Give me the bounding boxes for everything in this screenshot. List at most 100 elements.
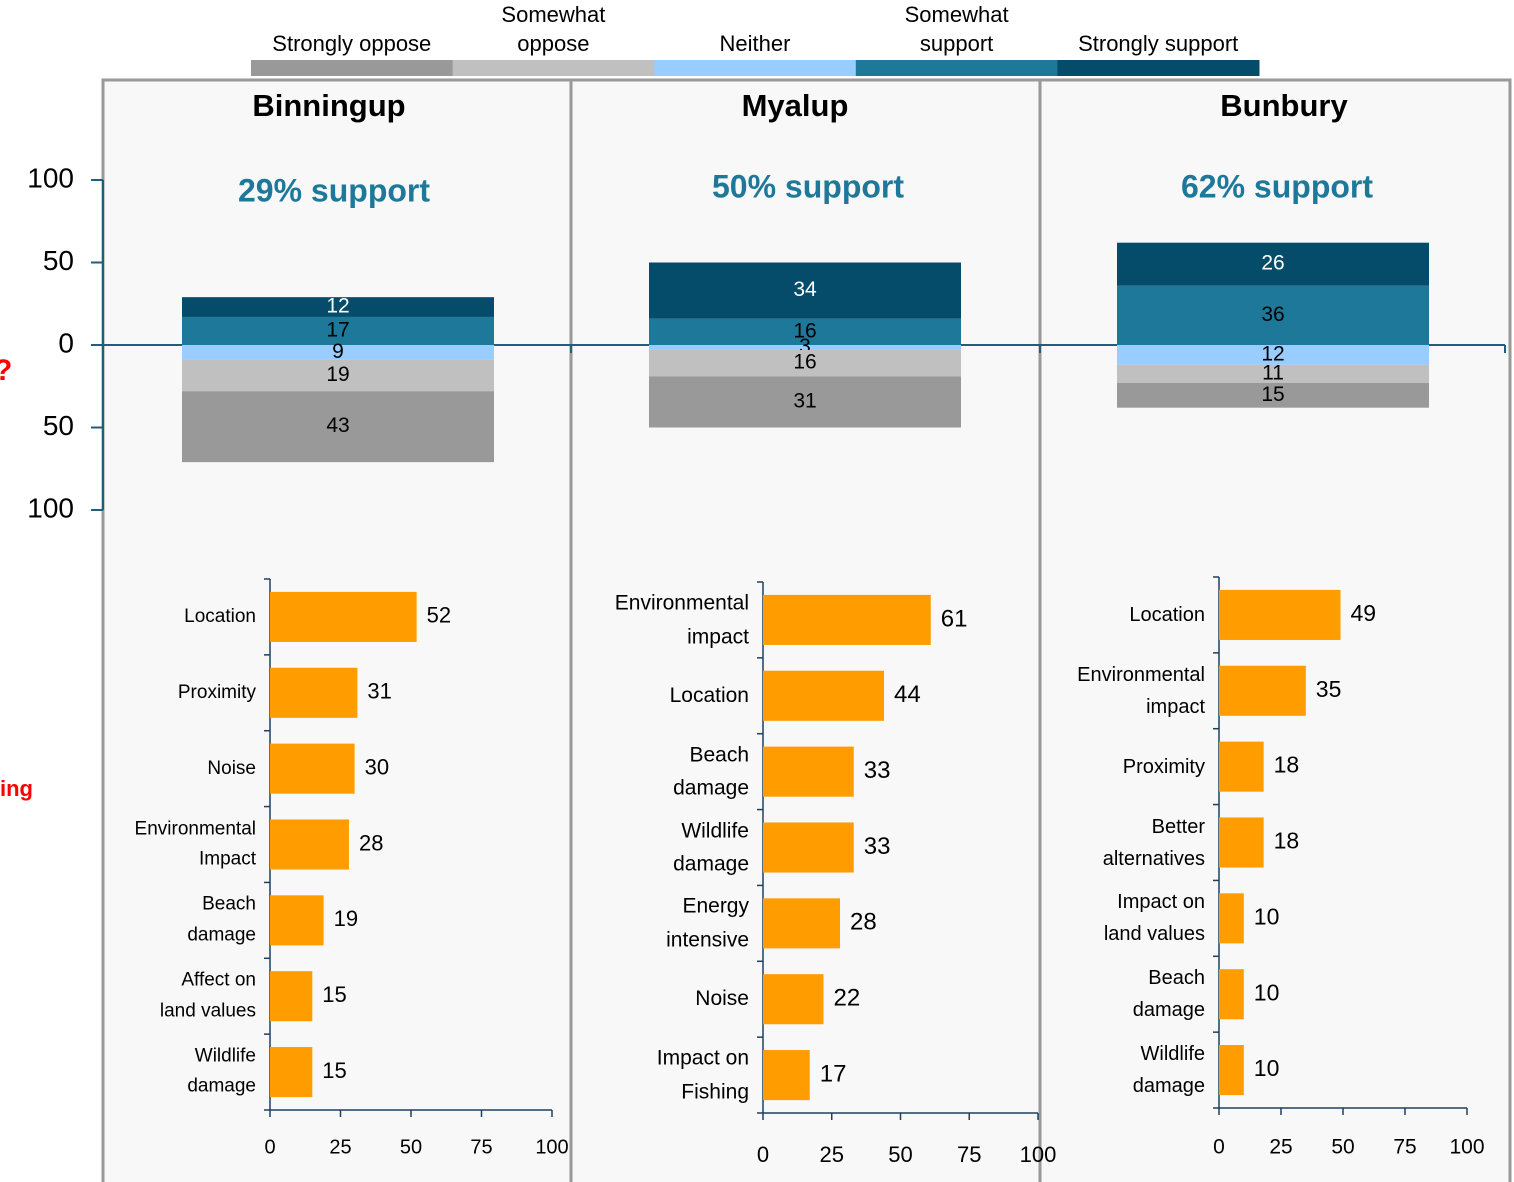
bar-value-label: 44 xyxy=(894,681,921,708)
legend-label: Neither xyxy=(719,31,791,56)
x-tick-label: 75 xyxy=(1393,1136,1416,1159)
bar-value-label: 18 xyxy=(1274,752,1300,778)
y-tick-label: 100 xyxy=(27,162,74,193)
bar-value-label: 30 xyxy=(365,754,389,779)
panel-title: Bunbury xyxy=(1220,88,1348,123)
legend-swatch xyxy=(251,60,454,76)
x-tick-label: 50 xyxy=(888,1142,912,1167)
segment-value-label: 11 xyxy=(1262,361,1284,384)
bar-value-label: 22 xyxy=(834,985,861,1012)
legend-label: Strongly oppose xyxy=(272,31,432,56)
segment-value-label: 36 xyxy=(1261,303,1284,326)
bar xyxy=(1219,893,1244,944)
bar-value-label: 15 xyxy=(322,1058,346,1083)
category-label: Impact on Fishing xyxy=(656,1046,749,1104)
support-annotation: 62% support xyxy=(1181,168,1373,204)
stacked-bar-segment xyxy=(649,376,961,428)
category-label: Energy intensive xyxy=(666,894,749,952)
y-tick-label: 100 xyxy=(27,492,74,523)
segment-value-label: 43 xyxy=(326,414,349,437)
bar xyxy=(270,667,358,718)
stacked-bar-segment xyxy=(649,345,961,350)
category-label: Noise xyxy=(207,757,256,779)
category-label: Beach damage xyxy=(187,893,256,946)
bar xyxy=(763,1050,810,1101)
segment-value-label: 31 xyxy=(793,389,816,412)
bar xyxy=(270,1047,313,1098)
bar xyxy=(270,591,417,642)
stacked-bar-segment xyxy=(182,359,494,392)
stacked-bar-segment xyxy=(1117,382,1429,408)
bar xyxy=(1219,1045,1244,1096)
stacked-bar-segment xyxy=(649,318,961,345)
stacked-bar-segment xyxy=(182,316,494,345)
segment-value-label: 12 xyxy=(326,295,349,318)
bar-value-label: 28 xyxy=(359,830,383,855)
bar-value-label: 10 xyxy=(1254,903,1280,929)
segment-value-label: 16 xyxy=(793,351,816,374)
bar xyxy=(763,822,854,873)
category-label: Beach damage xyxy=(1132,967,1205,1022)
x-tick-label: 75 xyxy=(957,1142,981,1167)
legend-label: Somewhat support xyxy=(904,2,1009,56)
x-tick-label: 0 xyxy=(1213,1136,1225,1159)
legend-swatch xyxy=(654,60,857,76)
category-label: Proximity xyxy=(177,681,256,703)
bar-value-label: 15 xyxy=(322,982,346,1007)
category-label: Location xyxy=(184,605,256,627)
bar xyxy=(270,895,324,946)
stacked-bar-segment xyxy=(182,391,494,463)
bar-value-label: 52 xyxy=(427,603,451,628)
bar xyxy=(763,746,854,797)
category-label: Proximity xyxy=(1122,755,1205,778)
bar-value-label: 19 xyxy=(334,906,358,931)
stacked-bar-segment xyxy=(1117,345,1429,365)
stacked-bar-segment xyxy=(182,297,494,317)
bar xyxy=(270,819,349,870)
category-label: Impact on land values xyxy=(1103,891,1205,946)
category-label: Environmental Impact xyxy=(134,818,256,870)
segment-value-label: 34 xyxy=(793,278,817,301)
legend-swatch xyxy=(452,60,655,76)
bar xyxy=(763,670,884,721)
stacked-bar-segment xyxy=(1117,285,1429,345)
stacked-bar-segment xyxy=(1117,364,1429,383)
x-tick-label: 0 xyxy=(757,1142,769,1167)
bar-value-label: 33 xyxy=(864,833,891,860)
support-annotation: 50% support xyxy=(712,168,904,204)
bar-value-label: 49 xyxy=(1351,600,1377,626)
y-tick-label: 0 xyxy=(58,327,74,358)
segment-value-label: 9 xyxy=(332,340,344,363)
segment-value-label: 17 xyxy=(326,319,349,342)
y-tick-label: 50 xyxy=(43,410,74,441)
legend-swatch xyxy=(1057,60,1260,76)
x-tick-label: 25 xyxy=(820,1142,844,1167)
category-label: Location xyxy=(669,683,749,707)
bar xyxy=(1219,665,1306,716)
legend-label: Strongly support xyxy=(1078,31,1239,56)
x-tick-label: 100 xyxy=(1449,1136,1484,1159)
segment-value-label: 26 xyxy=(1261,252,1284,275)
bar xyxy=(1219,817,1264,868)
bar-value-label: 35 xyxy=(1316,676,1342,702)
bar xyxy=(763,594,931,645)
panel-title: Myalup xyxy=(742,88,849,123)
category-label: Better alternatives xyxy=(1102,815,1205,870)
bar xyxy=(763,898,840,949)
side-note: ing xyxy=(0,776,33,801)
legend-swatch xyxy=(855,60,1058,76)
category-label: Wildlife damage xyxy=(187,1045,256,1098)
side-note: ? xyxy=(0,354,12,387)
bar-value-label: 33 xyxy=(864,757,891,784)
support-annotation: 29% support xyxy=(238,172,430,208)
category-label: Affect on land values xyxy=(159,969,256,1022)
x-tick-label: 100 xyxy=(1020,1142,1057,1167)
x-tick-label: 25 xyxy=(329,1136,351,1158)
y-tick-label: 50 xyxy=(43,245,74,276)
bar-value-label: 28 xyxy=(850,909,877,936)
bar xyxy=(763,974,824,1025)
bar-value-label: 10 xyxy=(1254,1055,1280,1081)
x-tick-label: 50 xyxy=(1331,1136,1354,1159)
category-label: Environmental impact xyxy=(1077,663,1205,718)
stacked-bar-segment xyxy=(1117,242,1429,286)
